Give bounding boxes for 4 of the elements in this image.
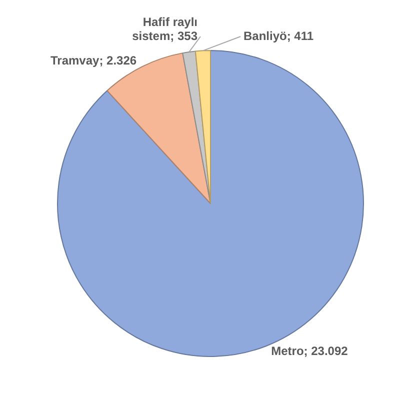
- slice-label: Metro; 23.092: [271, 344, 348, 358]
- slice-label: Tramvay; 2.326: [50, 54, 137, 68]
- slice-label: Hafif raylı sistem; 353: [132, 14, 198, 43]
- slice-label: Banliyö; 411: [244, 28, 314, 43]
